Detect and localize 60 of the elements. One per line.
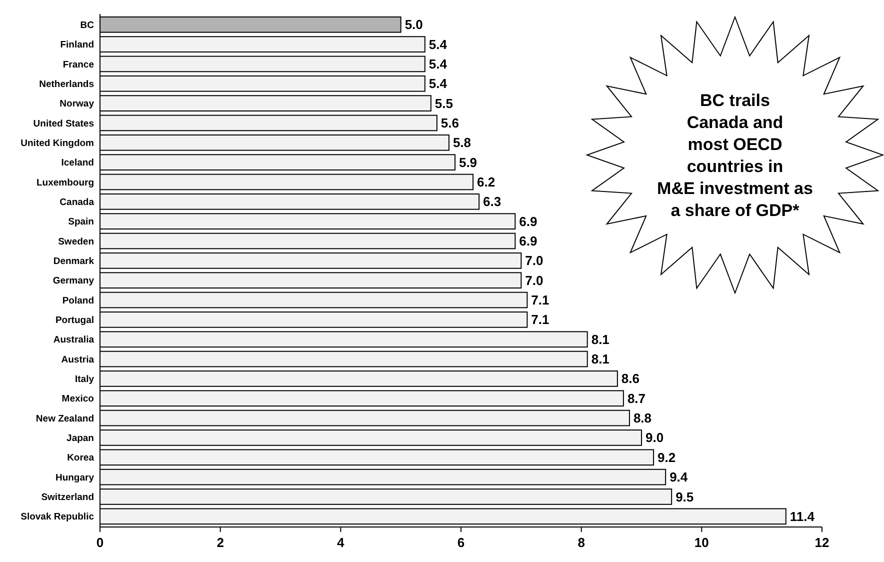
data-label: 5.0 bbox=[404, 17, 423, 32]
y-tick-label: New Zealand bbox=[36, 413, 94, 424]
x-tick-label: 2 bbox=[216, 535, 224, 550]
data-label: 8.7 bbox=[627, 390, 646, 406]
y-tick-label: Mexico bbox=[62, 394, 94, 405]
y-tick-label: United States bbox=[33, 118, 94, 130]
y-tick-label: Norway bbox=[60, 98, 95, 110]
data-label: 8.6 bbox=[621, 371, 640, 386]
data-label: 9.4 bbox=[670, 470, 688, 485]
data-label: 5.8 bbox=[452, 135, 472, 150]
y-tick-label: Portugal bbox=[55, 315, 94, 326]
data-label: 7.1 bbox=[531, 312, 550, 328]
data-label: 11.4 bbox=[790, 508, 816, 524]
y-tick-label: Netherlands bbox=[39, 78, 94, 90]
data-label: 7.0 bbox=[525, 272, 544, 288]
y-tick-label: Switzerland bbox=[41, 492, 94, 504]
y-tick-label: Poland bbox=[62, 295, 94, 306]
data-label: 5.6 bbox=[440, 116, 460, 131]
y-tick-label: Japan bbox=[66, 433, 94, 444]
x-tick-label: 8 bbox=[578, 535, 585, 550]
data-label: 5.4 bbox=[428, 56, 448, 72]
y-tick-label: Korea bbox=[67, 452, 95, 464]
y-tick-label: Luxembourg bbox=[36, 177, 94, 188]
y-tick-label: Finland bbox=[60, 40, 94, 51]
data-label: 8.1 bbox=[591, 332, 610, 347]
y-tick-label: Sweden bbox=[58, 236, 94, 248]
data-label: 8.1 bbox=[591, 352, 610, 367]
y-tick-label: Australia bbox=[53, 334, 95, 346]
data-label: 5.4 bbox=[428, 36, 448, 52]
data-label: 6.2 bbox=[477, 174, 496, 190]
data-label: 9.0 bbox=[646, 430, 664, 446]
x-tick-label: 10 bbox=[694, 535, 709, 550]
data-label: 9.2 bbox=[658, 450, 676, 465]
y-tick-label: Hungary bbox=[55, 472, 95, 484]
data-label: 7.0 bbox=[525, 253, 544, 268]
data-label: 5.5 bbox=[434, 96, 453, 111]
data-label: 5.9 bbox=[458, 154, 478, 170]
x-tick-label: 6 bbox=[457, 535, 465, 550]
y-tick-label: Spain bbox=[68, 216, 94, 228]
data-label: 6.9 bbox=[519, 214, 538, 229]
y-tick-label: Iceland bbox=[61, 158, 94, 169]
x-tick-label: 4 bbox=[337, 535, 346, 550]
x-tick-label: 0 bbox=[96, 535, 104, 550]
data-label: 6.9 bbox=[519, 234, 538, 249]
y-tick-label: France bbox=[62, 59, 94, 70]
y-tick-label: Denmark bbox=[53, 256, 95, 267]
y-tick-label: United Kingdom bbox=[20, 138, 94, 149]
annotation: BC trails Canada and most OECD countries in M&E investment as a share of GDP* bbox=[657, 90, 813, 220]
y-tick-label: Canada bbox=[60, 196, 95, 208]
data-label: 6.3 bbox=[483, 194, 502, 210]
y-tick-label: Austria bbox=[61, 354, 95, 366]
data-label: 7.1 bbox=[531, 292, 550, 308]
data-label: 8.8 bbox=[633, 410, 652, 426]
y-tick-label: Italy bbox=[74, 374, 95, 386]
y-tick-label: Slovak Republic bbox=[20, 512, 94, 523]
y-tick-label: Germany bbox=[52, 276, 95, 287]
y-tick-label: BC bbox=[80, 20, 94, 31]
x-tick-label: 12 bbox=[814, 535, 830, 550]
data-label: 9.5 bbox=[676, 489, 694, 504]
data-label: 5.4 bbox=[428, 76, 448, 92]
